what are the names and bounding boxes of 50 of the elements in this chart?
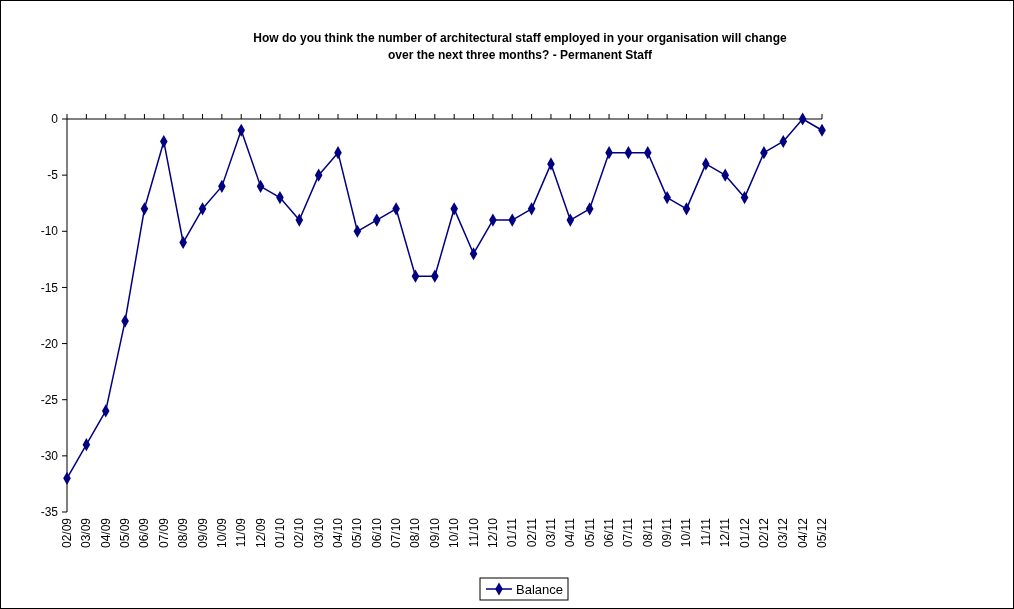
x-tick-label: 12/09 [253,517,268,549]
x-tick-label: 06/10 [369,517,384,549]
x-tick-label: 10/09 [214,517,229,549]
y-tick-label: 0 [51,112,59,127]
y-tick-label: -15 [40,280,59,295]
y-tick-label: -35 [40,505,59,520]
y-tick-label: -10 [40,224,59,239]
x-tick-label: 01/10 [272,517,287,549]
x-tick-label: 02/12 [756,517,771,549]
x-tick-label: 01/12 [737,517,752,549]
x-tick-label: 03/12 [776,517,791,549]
x-tick-label: 09/10 [427,517,442,549]
x-tick-label: 06/09 [137,517,152,549]
x-tick-label: 05/11 [582,517,597,548]
x-tick-label: 12/11 [718,517,733,548]
x-tick-label: 06/11 [602,517,617,548]
x-tick-label: 07/09 [156,517,171,549]
x-tick-label: 03/10 [311,517,326,549]
x-tick-label: 02/09 [60,517,74,549]
x-tick-label: 05/09 [118,517,133,549]
x-tick-label: 03/09 [79,517,94,549]
x-tick-label: 11/11 [698,517,713,547]
x-tick-label: 09/11 [660,517,675,548]
x-tick-label: 01/11 [505,517,520,548]
x-tick-label: 12/10 [485,517,500,549]
x-tick-label: 03/11 [543,517,558,548]
x-tick-label: 05/12 [815,517,829,549]
x-tick-label: 05/10 [350,517,365,549]
x-tick-label: 08/11 [640,517,655,548]
x-tick-label: 07/11 [621,517,636,548]
legend-label: Balance [516,581,563,597]
y-tick-label: -5 [47,168,59,183]
chart-title: How do you think the number of architectural staff employed in your organisation will change over the next three months? - Permanent Staff [253,31,788,62]
x-tick-label: 02/11 [524,517,539,548]
x-tick-label: 07/10 [389,517,404,549]
x-tick-label: 10/11 [679,517,694,548]
x-tick-label: 02/10 [292,517,307,549]
y-tick-label: -30 [40,449,59,464]
x-tick-label: 04/12 [795,517,810,549]
x-tick-label: 10/10 [447,517,462,549]
x-tick-label: 04/10 [331,517,346,549]
x-tick-label: 04/11 [563,517,578,548]
y-tick-label: -20 [40,336,59,351]
x-tick-label: 11/09 [234,517,249,548]
x-tick-label: 09/09 [195,517,210,549]
x-tick-label: 04/09 [98,517,113,549]
x-tick-label: 08/09 [176,517,191,549]
x-tick-label: 11/10 [466,517,481,548]
x-tick-label: 08/10 [408,517,423,549]
y-tick-label: -25 [40,392,59,407]
